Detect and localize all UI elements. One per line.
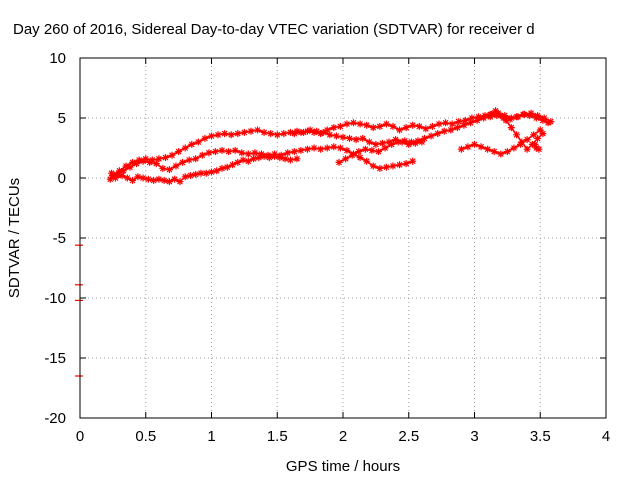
x-tick-label: 3.5	[530, 428, 551, 445]
x-axis-ticks: 0 0.5 1 1.5 2 2.5 3 3.5 4	[76, 58, 610, 445]
y-tick-label: -10	[44, 290, 66, 307]
grid	[80, 58, 606, 418]
x-tick-label: 2.5	[398, 428, 419, 445]
x-axis-label: GPS time / hours	[286, 458, 400, 475]
data-trace	[112, 129, 423, 177]
x-tick-label: 1	[207, 428, 215, 445]
y-tick-label: 0	[58, 170, 66, 187]
y-axis-label: SDTVAR / TECUs	[6, 178, 23, 298]
x-tick-label: 0	[76, 428, 84, 445]
data-trace	[534, 144, 540, 150]
x-tick-label: 3	[470, 428, 478, 445]
y-tick-label: 5	[58, 110, 66, 127]
y-tick-label: 10	[49, 50, 66, 67]
data-trace	[111, 145, 413, 176]
series-5	[457, 107, 547, 158]
data-trace	[294, 112, 552, 135]
y-tick-label: -15	[44, 350, 66, 367]
series-1	[108, 143, 417, 178]
data-points	[106, 107, 555, 186]
data-trace	[461, 109, 544, 155]
x-tick-label: 2	[339, 428, 347, 445]
series-4	[290, 109, 555, 138]
chart-title: Day 260 of 2016, Sidereal Day-to-day VTE…	[13, 21, 535, 38]
x-tick-label: 1.5	[267, 428, 288, 445]
y-axis-ticks: -20 -15 -10 -5 0 5 10	[44, 50, 606, 427]
data-trace	[110, 155, 298, 183]
series-6	[531, 140, 543, 153]
y-tick-label: -5	[53, 230, 66, 247]
edge-marks	[75, 244, 83, 377]
series-2	[109, 126, 426, 180]
x-tick-label: 4	[602, 428, 610, 445]
y-tick-label: -20	[44, 410, 66, 427]
x-tick-label: 0.5	[135, 428, 156, 445]
plot-frame	[79, 57, 607, 419]
series-0	[106, 152, 301, 186]
